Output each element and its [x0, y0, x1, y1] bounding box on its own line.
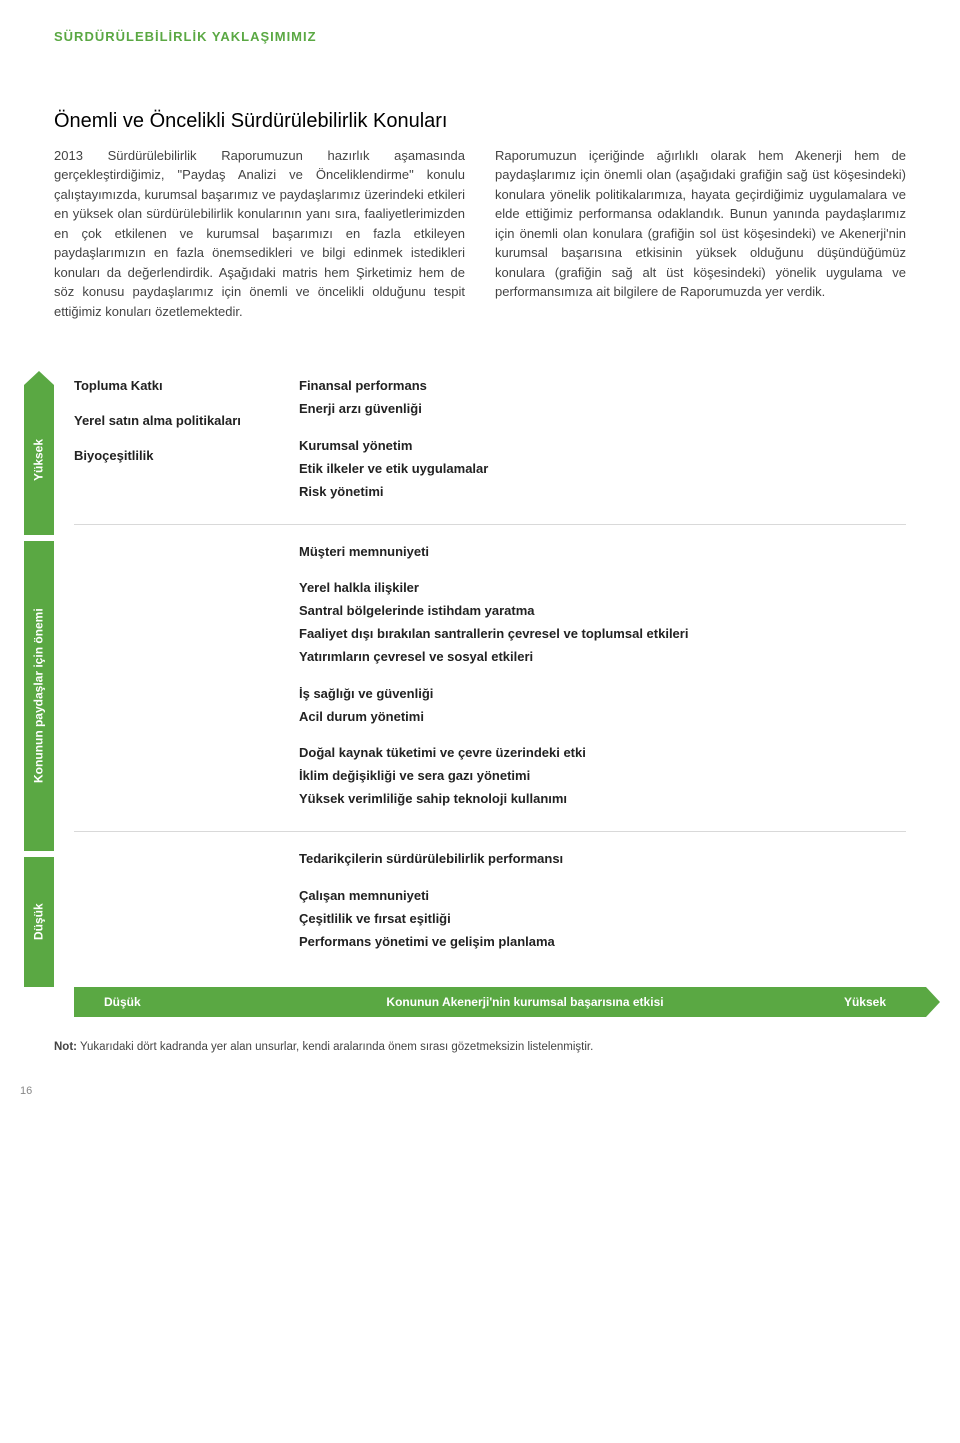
matrix-item: Yatırımların çevresel ve sosyal etkileri: [299, 648, 906, 667]
matrix-item: Biyoçeşitlilik: [74, 447, 279, 466]
matrix-item: Yerel satın alma politikaları: [74, 412, 279, 431]
y-axis-label: Konunun paydaşlar için önemi: [24, 541, 54, 851]
x-axis-label: Konunun Akenerji'nin kurumsal başarısına…: [264, 987, 786, 1017]
section-header: SÜRDÜRÜLEBİLİRLİK YAKLAŞIMIMIZ: [54, 28, 906, 47]
arrow-up-icon: [24, 371, 54, 385]
matrix-right-cell: Müşteri memnuniyeti Yerel halkla ilişkile…: [299, 543, 906, 813]
matrix-right-cell: Finansal performans Enerji arzı güvenliği…: [299, 377, 906, 505]
matrix-item: Santral bölgelerinde istihdam yaratma: [299, 602, 906, 621]
body-col-left: 2013 Sürdürülebilirlik Raporumuzun hazır…: [54, 146, 465, 322]
document-page: SÜRDÜRÜLEBİLİRLİK YAKLAŞIMIMIZ Önemli ve…: [0, 0, 960, 1056]
body-columns: 2013 Sürdürülebilirlik Raporumuzun hazır…: [54, 146, 906, 322]
x-axis-low: Düşük: [74, 987, 264, 1017]
matrix-item: Topluma Katkı: [74, 377, 279, 396]
matrix-item: Çeşitlilik ve fırsat eşitliği: [299, 910, 906, 929]
matrix-item: Finansal performans: [299, 377, 906, 396]
matrix-block: Müşteri memnuniyeti: [299, 543, 906, 562]
arrow-right-icon: [926, 987, 940, 1017]
matrix-item: Yüksek verimliliğe sahip teknoloji kulla…: [299, 790, 906, 809]
matrix-item: Enerji arzı güvenliği: [299, 400, 906, 419]
page-title: Önemli ve Öncelikli Sürdürülebilirlik Ko…: [54, 107, 906, 136]
matrix-item: Tedarikçilerin sürdürülebilirlik perform…: [299, 850, 906, 869]
matrix-item: Faaliyet dışı bırakılan santrallerin çev…: [299, 625, 906, 644]
matrix-block: Yerel halkla ilişkiler Santral bölgelerin…: [299, 579, 906, 666]
matrix-block: Çalışan memnuniyeti Çeşitlilik ve fırsat …: [299, 887, 906, 952]
matrix-block: Tedarikçilerin sürdürülebilirlik perform…: [299, 850, 906, 869]
matrix-item: Etik ilkeler ve etik uygulamalar: [299, 460, 906, 479]
matrix-item: Performans yönetimi ve gelişim planlama: [299, 933, 906, 952]
matrix-item: Müşteri memnuniyeti: [299, 543, 906, 562]
matrix-grid: Topluma Katkı Yerel satın alma politikala…: [74, 371, 906, 987]
matrix-right-cell: Tedarikçilerin sürdürülebilirlik perform…: [299, 850, 906, 955]
materiality-matrix: Yüksek Konunun paydaşlar için önemi Düşü…: [24, 371, 906, 1017]
matrix-left-cell: Topluma Katkı Yerel satın alma politikala…: [74, 377, 299, 505]
matrix-item: İklim değişikliği ve sera gazı yönetimi: [299, 767, 906, 786]
page-number: 16: [20, 1084, 960, 1100]
x-axis-high: Yüksek: [786, 987, 926, 1017]
matrix-block: Doğal kaynak tüketimi ve çevre üzerindek…: [299, 744, 906, 809]
matrix-item: Acil durum yönetimi: [299, 708, 906, 727]
footnote-text: Yukarıdaki dört kadranda yer alan unsurl…: [77, 1041, 593, 1053]
matrix-row: Topluma Katkı Yerel satın alma politikala…: [74, 371, 906, 524]
matrix-block: Finansal performans Enerji arzı güvenliği: [299, 377, 906, 419]
matrix-block: İş sağlığı ve güvenliği Acil durum yöneti…: [299, 685, 906, 727]
matrix-item: Yerel halkla ilişkiler: [299, 579, 906, 598]
matrix-item: Doğal kaynak tüketimi ve çevre üzerindek…: [299, 744, 906, 763]
matrix-item: İş sağlığı ve güvenliği: [299, 685, 906, 704]
matrix-left-cell: [74, 543, 299, 813]
matrix-item: Risk yönetimi: [299, 483, 906, 502]
matrix-row: Müşteri memnuniyeti Yerel halkla ilişkile…: [74, 525, 906, 832]
body-col-right: Raporumuzun içeriğinde ağırlıklı olarak …: [495, 146, 906, 322]
matrix-left-cell: [74, 850, 299, 955]
footnote-label: Not:: [54, 1041, 77, 1053]
footnote: Not: Yukarıdaki dört kadranda yer alan u…: [54, 1039, 906, 1056]
y-axis: Yüksek Konunun paydaşlar için önemi Düşü…: [24, 371, 54, 987]
y-axis-low: Düşük: [24, 857, 54, 987]
matrix-item: Çalışan memnuniyeti: [299, 887, 906, 906]
y-axis-high: Yüksek: [24, 385, 54, 535]
matrix-block: Kurumsal yönetim Etik ilkeler ve etik uyg…: [299, 437, 906, 502]
matrix-item: Kurumsal yönetim: [299, 437, 906, 456]
matrix-row: Tedarikçilerin sürdürülebilirlik perform…: [74, 832, 906, 985]
x-axis: Düşük Konunun Akenerji'nin kurumsal başa…: [74, 987, 926, 1017]
